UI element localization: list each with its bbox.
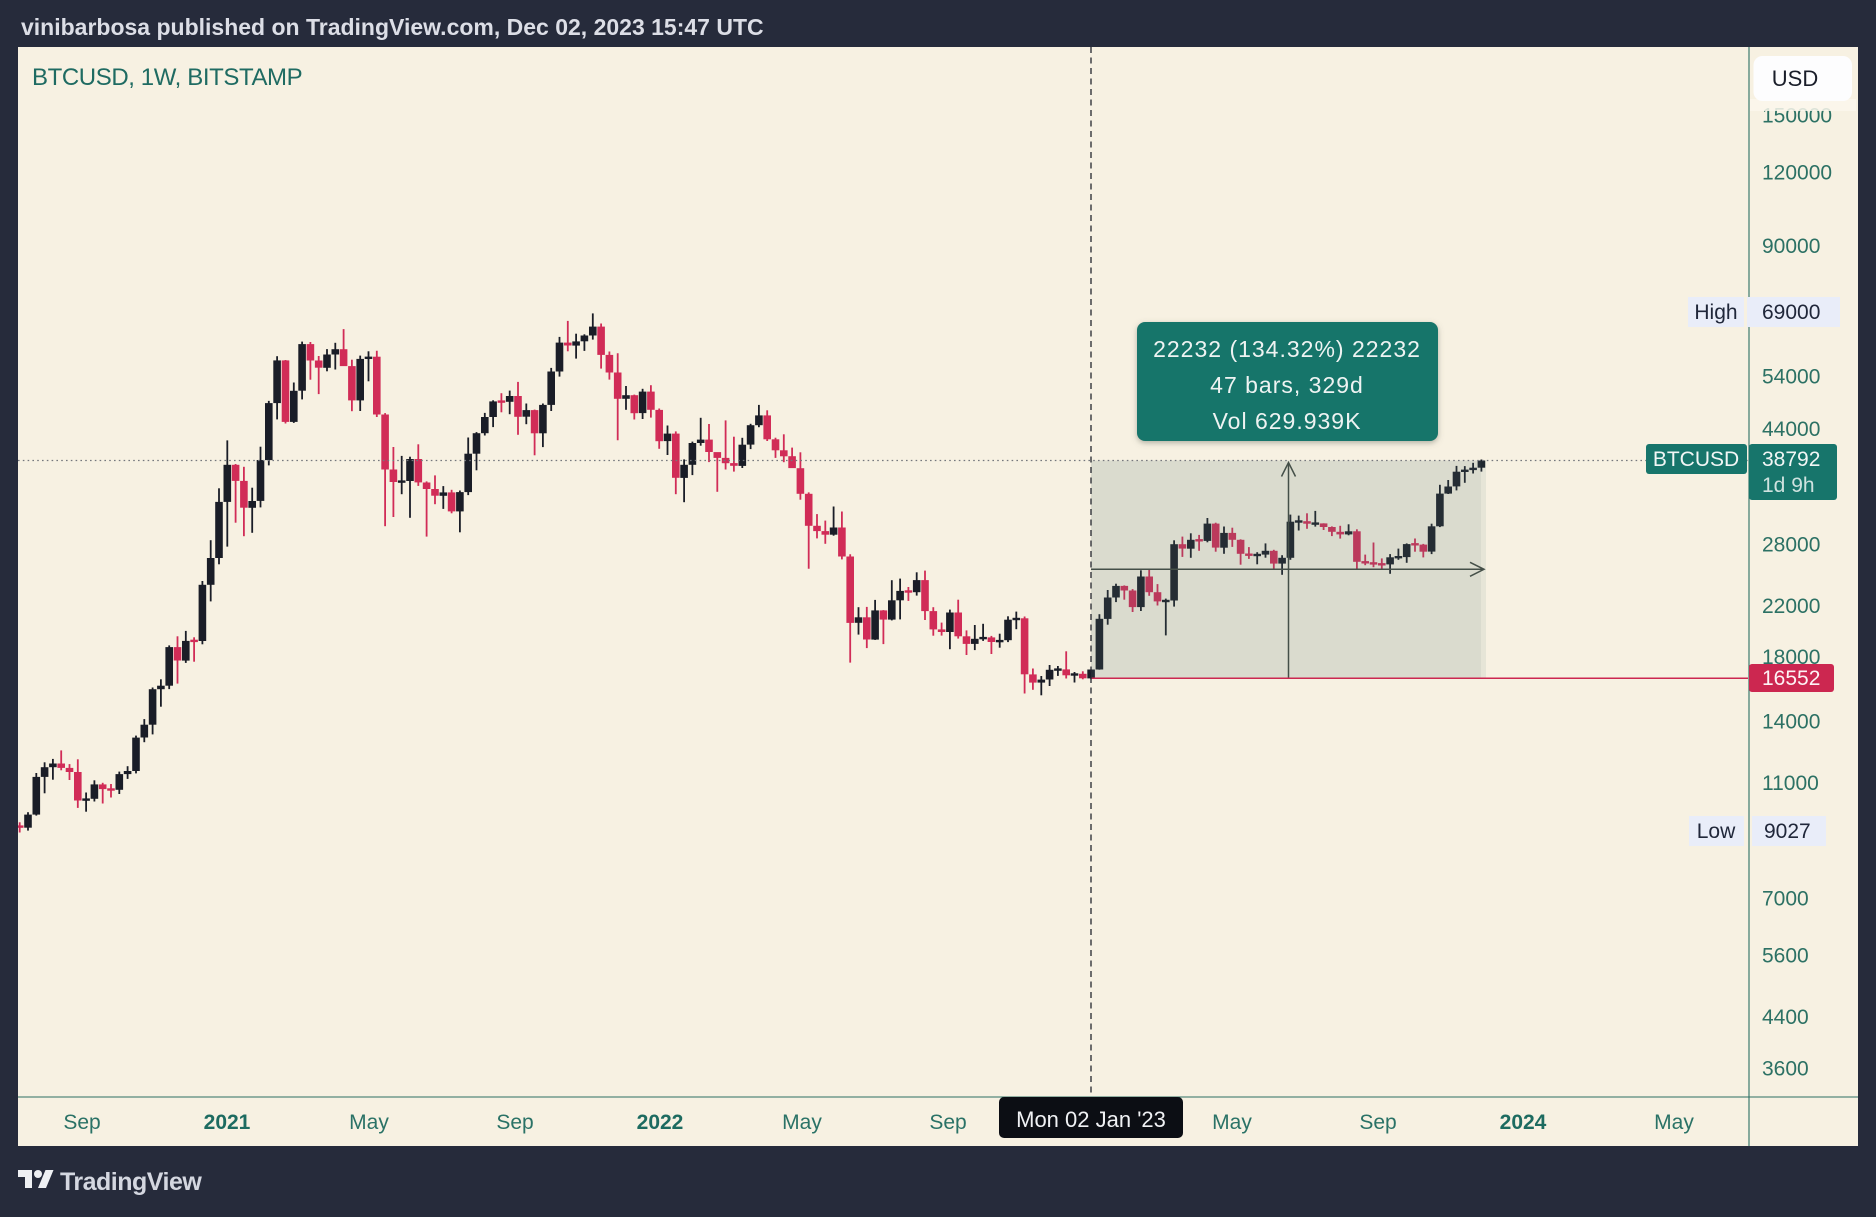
svg-text:54000: 54000 [1762, 366, 1820, 389]
svg-text:90000: 90000 [1762, 235, 1820, 258]
svg-text:Sep: Sep [929, 1111, 966, 1134]
svg-text:vinibarbosa published on Tradi: vinibarbosa published on TradingView.com… [21, 14, 764, 40]
svg-text:1d 9h: 1d 9h [1762, 474, 1815, 497]
svg-text:2024: 2024 [1500, 1111, 1547, 1134]
svg-text:TradingView: TradingView [60, 1168, 202, 1196]
svg-text:Sep: Sep [1359, 1111, 1396, 1134]
svg-text:7000: 7000 [1762, 888, 1809, 911]
svg-text:28000: 28000 [1762, 533, 1820, 556]
svg-text:2022: 2022 [637, 1111, 684, 1134]
svg-text:USD: USD [1772, 66, 1818, 91]
svg-text:3600: 3600 [1762, 1057, 1809, 1080]
svg-text:May: May [349, 1111, 389, 1134]
svg-text:11000: 11000 [1762, 772, 1819, 795]
svg-text:47 bars, 329d: 47 bars, 329d [1210, 372, 1364, 398]
svg-text:Sep: Sep [63, 1111, 100, 1134]
svg-text:18000: 18000 [1762, 646, 1820, 669]
svg-text:22232 (134.32%) 22232: 22232 (134.32%) 22232 [1153, 336, 1421, 362]
svg-text:9027: 9027 [1764, 820, 1811, 843]
svg-text:Sep: Sep [496, 1111, 533, 1134]
svg-text:May: May [1212, 1111, 1252, 1134]
svg-text:69000: 69000 [1762, 301, 1820, 324]
svg-text:5600: 5600 [1762, 945, 1809, 968]
svg-text:38792: 38792 [1762, 448, 1820, 471]
svg-text:May: May [782, 1111, 822, 1134]
svg-text:120000: 120000 [1762, 162, 1832, 185]
svg-text:16552: 16552 [1762, 667, 1820, 690]
svg-text:4400: 4400 [1762, 1006, 1809, 1029]
svg-text:High: High [1694, 301, 1737, 324]
svg-text:May: May [1654, 1111, 1694, 1134]
svg-text:44000: 44000 [1762, 418, 1820, 441]
svg-text:22000: 22000 [1762, 595, 1820, 618]
svg-text:Mon 02 Jan '23: Mon 02 Jan '23 [1016, 1107, 1166, 1132]
svg-text:Low: Low [1697, 820, 1736, 843]
svg-text:Vol 629.939K: Vol 629.939K [1213, 408, 1362, 434]
svg-text:14000: 14000 [1762, 710, 1820, 733]
svg-text:BTCUSD, 1W, BITSTAMP: BTCUSD, 1W, BITSTAMP [32, 64, 302, 91]
svg-text:2021: 2021 [204, 1111, 251, 1134]
svg-text:BTCUSD: BTCUSD [1653, 448, 1739, 471]
